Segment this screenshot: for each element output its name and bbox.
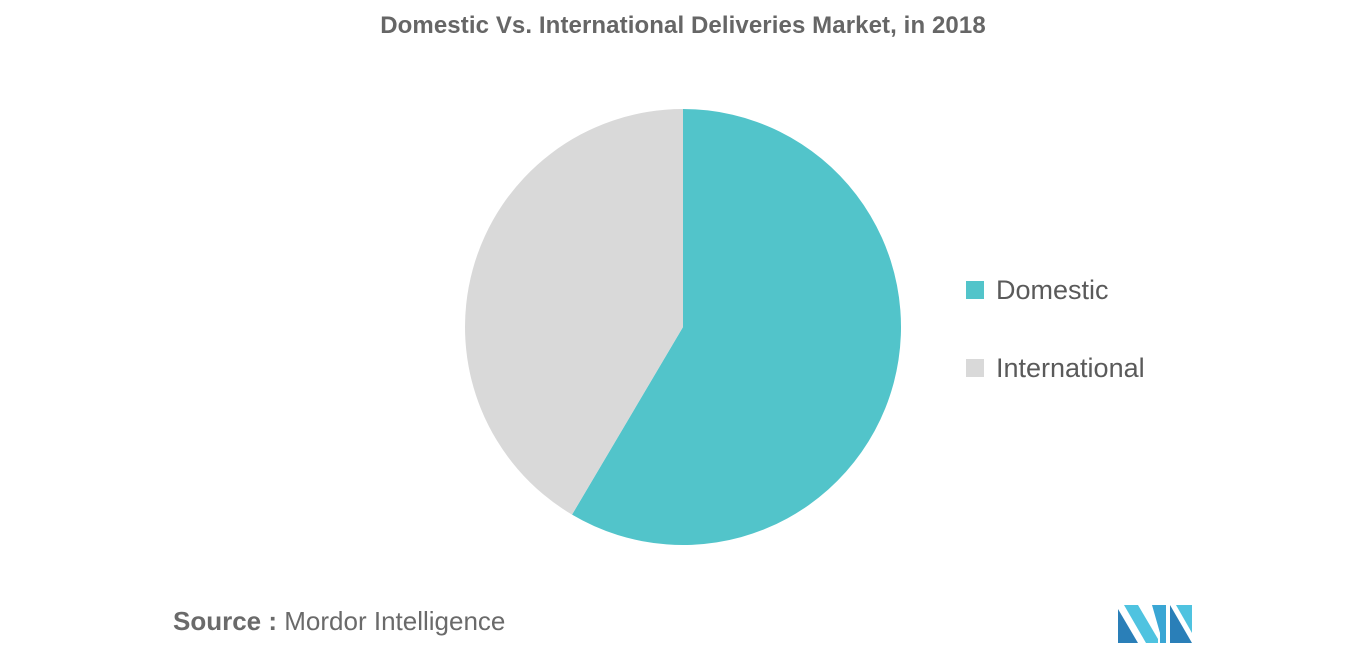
legend-item-international: International <box>966 348 1145 388</box>
legend-item-domestic: Domestic <box>966 270 1145 310</box>
legend-swatch-domestic <box>966 281 984 299</box>
pie-slice-domestic <box>572 109 902 545</box>
pie-slice-international <box>465 109 683 515</box>
chart-title: Domestic Vs. International Deliveries Ma… <box>380 12 986 39</box>
source-note: Source : Mordor Intelligence <box>173 606 505 637</box>
source-prefix: Source : <box>173 606 278 636</box>
legend-swatch-international <box>966 359 984 377</box>
legend-label-domestic: Domestic <box>996 274 1109 305</box>
legend-label-international: International <box>996 352 1145 383</box>
legend: Domestic International <box>966 270 1145 426</box>
source-name: Mordor Intelligence <box>284 606 506 636</box>
mordor-intelligence-logo-icon <box>1118 605 1192 643</box>
